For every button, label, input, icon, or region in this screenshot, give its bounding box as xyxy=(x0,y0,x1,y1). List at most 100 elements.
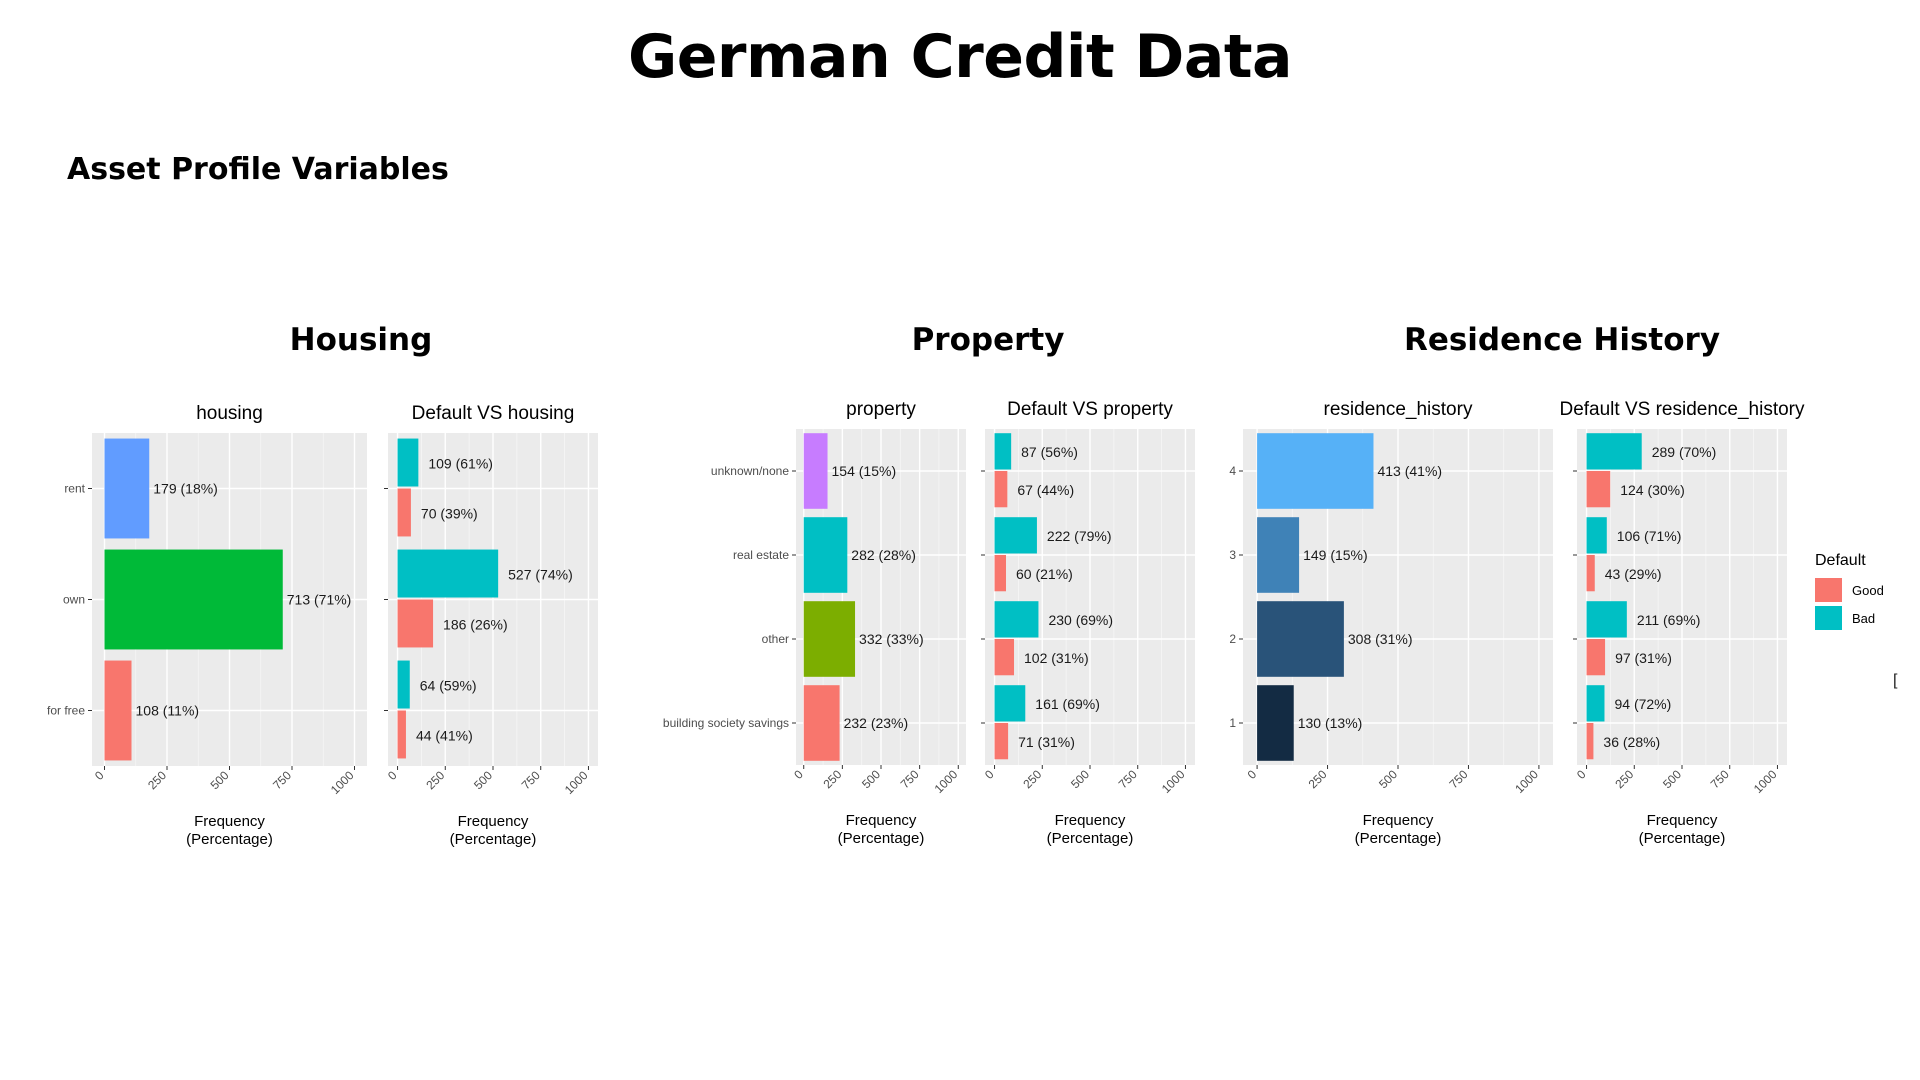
x-tick-label-750: 750 xyxy=(898,767,922,791)
x-tick-label-1000: 1000 xyxy=(1512,767,1541,796)
chart-title: property xyxy=(846,399,916,420)
data-label-bad-real-estate: 222 (79%) xyxy=(1047,528,1112,544)
y-tick-label-2: 2 xyxy=(1229,632,1236,646)
data-label-real-estate: 282 (28%) xyxy=(851,547,916,563)
chart-title: Default VS residence_history xyxy=(1559,399,1805,420)
y-tick-label-4: 4 xyxy=(1229,464,1236,478)
bar-good-2 xyxy=(1586,639,1606,676)
y-tick-label-1: 1 xyxy=(1229,716,1236,730)
y-tick-label-other: other xyxy=(762,632,789,646)
y-tick-label-real-estate: real estate xyxy=(733,548,789,562)
x-tick-label-500: 500 xyxy=(208,768,232,792)
x-axis-label-line: Frequency xyxy=(1363,812,1434,829)
bar-own xyxy=(104,549,283,650)
data-label-bad-building-society-savings: 161 (69%) xyxy=(1035,696,1100,712)
legend-label-good: Good xyxy=(1852,582,1884,598)
data-label-building-society-savings: 232 (23%) xyxy=(844,715,909,731)
x-axis-label: Frequency (Percentage) xyxy=(1639,812,1726,847)
chart-default-vs-property: 87 (56%) 67 (44%) 222 (79%) 60 (21%) 230 (69… xyxy=(981,399,1195,847)
y-tick-label-rent: rent xyxy=(64,482,85,496)
bar-bad-3 xyxy=(1586,517,1607,554)
bar-for-free xyxy=(104,660,132,761)
x-axis-label: Frequency (Percentage) xyxy=(838,812,925,847)
x-axis-label: Frequency (Percentage) xyxy=(1047,812,1134,847)
bar-good-for-free xyxy=(397,710,406,759)
data-label-bad-2: 211 (69%) xyxy=(1637,612,1701,628)
x-axis-label-line: (Percentage) xyxy=(1639,830,1726,847)
x-tick-label-750: 750 xyxy=(1708,767,1732,791)
bar-bad-unknown-none xyxy=(994,433,1012,470)
bar-4 xyxy=(1257,433,1374,509)
legend-label-bad: Bad xyxy=(1852,610,1876,626)
x-axis-label-line: Frequency xyxy=(1647,812,1718,829)
x-axis-label-line: Frequency xyxy=(458,813,529,830)
x-tick-label-1000: 1000 xyxy=(1159,767,1188,796)
data-label-3: 149 (15%) xyxy=(1303,547,1368,563)
legend-item-bad: Bad xyxy=(1815,604,1884,632)
y-tick-label-unknown-none: unknown/none xyxy=(711,464,789,478)
bar-3 xyxy=(1257,517,1300,593)
legend-swatch-bad xyxy=(1815,606,1842,630)
x-axis-label: Frequency (Percentage) xyxy=(450,813,537,848)
bar-other xyxy=(803,601,856,677)
bar-bad-4 xyxy=(1586,433,1642,470)
x-axis-label-line: Frequency xyxy=(1055,812,1126,829)
x-tick-label-750: 750 xyxy=(1447,767,1471,791)
y-tick-label-own: own xyxy=(63,593,85,607)
data-label-1: 130 (13%) xyxy=(1298,715,1363,731)
x-tick-label-500: 500 xyxy=(471,768,495,792)
y-tick-label-building-society-savings: building society savings xyxy=(663,716,789,730)
bar-bad-1 xyxy=(1586,685,1605,722)
bar-good-1 xyxy=(1586,723,1594,760)
x-axis-label-line: (Percentage) xyxy=(1355,830,1442,847)
bar-good-real-estate xyxy=(994,555,1006,592)
x-axis-label-line: (Percentage) xyxy=(1047,830,1134,847)
data-label-bad-own: 527 (74%) xyxy=(508,567,573,583)
x-tick-label-0: 0 xyxy=(982,767,997,782)
data-label-bad-4: 289 (70%) xyxy=(1652,444,1717,460)
x-tick-label-250: 250 xyxy=(423,768,447,792)
data-label-good-real-estate: 60 (21%) xyxy=(1016,566,1073,582)
x-tick-label-250: 250 xyxy=(820,767,844,791)
x-tick-label-0: 0 xyxy=(92,768,107,783)
chart-title: Default VS property xyxy=(1007,399,1173,420)
x-tick-label-1000: 1000 xyxy=(328,768,357,797)
x-tick-label-500: 500 xyxy=(1376,767,1400,791)
x-tick-label-1000: 1000 xyxy=(932,767,961,796)
data-label-for-free: 108 (11%) xyxy=(136,703,200,719)
x-tick-label-500: 500 xyxy=(859,767,883,791)
data-label-good-rent: 70 (39%) xyxy=(421,505,478,521)
bar-bad-real-estate xyxy=(994,517,1037,554)
x-tick-label-250: 250 xyxy=(1020,767,1044,791)
x-tick-label-0: 0 xyxy=(1574,767,1589,782)
bar-bad-rent xyxy=(397,438,419,487)
legend-title: Default xyxy=(1815,552,1866,569)
x-axis-label-line: (Percentage) xyxy=(186,831,273,848)
bar-2 xyxy=(1257,601,1344,677)
x-axis-label-line: (Percentage) xyxy=(450,831,537,848)
x-axis-label-line: Frequency xyxy=(846,812,917,829)
bar-good-4 xyxy=(1586,471,1611,508)
chart-housing: 179 (18%) 713 (71%) 108 (11%) rent own for fr… xyxy=(47,403,367,848)
data-label-2: 308 (31%) xyxy=(1348,631,1413,647)
x-tick-label-750: 750 xyxy=(1116,767,1140,791)
chart-default-vs-housing: 109 (61%) 70 (39%) 527 (74%) 186 (26%) 64 (5… xyxy=(384,403,598,848)
bar-good-rent xyxy=(397,488,411,537)
data-label-good-other: 102 (31%) xyxy=(1024,650,1089,666)
bar-real-estate xyxy=(803,517,848,593)
bar-good-3 xyxy=(1586,555,1595,592)
data-label-own: 713 (71%) xyxy=(287,592,352,608)
data-label-good-2: 97 (31%) xyxy=(1615,650,1672,666)
page-title: German Credit Data xyxy=(627,22,1293,92)
legend-swatch-good xyxy=(1815,578,1842,602)
x-tick-label-250: 250 xyxy=(1306,767,1330,791)
data-label-bad-rent: 109 (61%) xyxy=(428,456,493,472)
data-label-good-unknown-none: 67 (44%) xyxy=(1017,482,1074,498)
data-label-good-building-society-savings: 71 (31%) xyxy=(1018,734,1075,750)
x-tick-label-500: 500 xyxy=(1068,767,1092,791)
text-cursor: [ xyxy=(1893,672,1898,689)
bar-building-society-savings xyxy=(803,685,840,761)
data-label-good-own: 186 (26%) xyxy=(443,616,508,632)
x-tick-label-250: 250 xyxy=(145,768,169,792)
bar-good-unknown-none xyxy=(994,471,1008,508)
